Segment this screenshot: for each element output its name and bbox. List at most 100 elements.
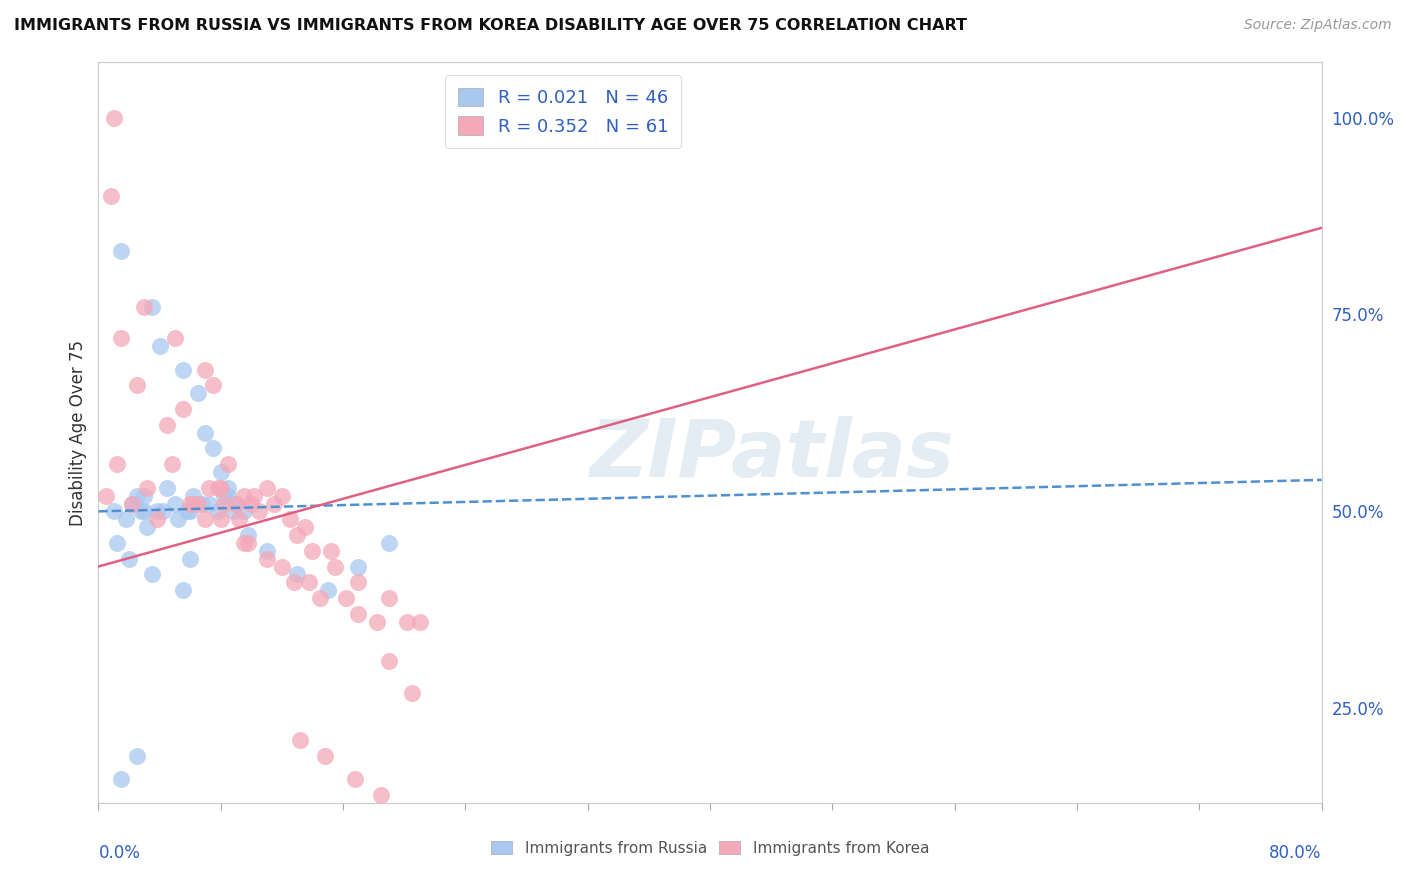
- Point: [121, 496, 143, 510]
- Point: [217, 489, 239, 503]
- Text: Source: ZipAtlas.com: Source: ZipAtlas.com: [1244, 18, 1392, 32]
- Point: [136, 481, 159, 495]
- Point: [256, 551, 278, 566]
- Point: [110, 331, 132, 345]
- Point: [194, 512, 217, 526]
- Point: [325, 559, 347, 574]
- Point: [225, 496, 247, 510]
- Point: [145, 504, 167, 518]
- Point: [194, 362, 217, 376]
- Point: [285, 567, 308, 582]
- Point: [401, 685, 423, 699]
- Point: [247, 504, 270, 518]
- Text: IMMIGRANTS FROM RUSSIA VS IMMIGRANTS FROM KOREA DISABILITY AGE OVER 75 CORRELATI: IMMIGRANTS FROM RUSSIA VS IMMIGRANTS FRO…: [14, 18, 967, 33]
- Point: [129, 504, 152, 518]
- Point: [125, 378, 148, 392]
- Point: [335, 591, 357, 605]
- Point: [396, 615, 419, 629]
- Point: [100, 189, 122, 203]
- Point: [225, 496, 247, 510]
- Point: [290, 732, 312, 747]
- Point: [172, 583, 194, 598]
- Point: [238, 536, 260, 550]
- Point: [309, 591, 332, 605]
- Point: [121, 496, 143, 510]
- Text: 0.0%: 0.0%: [98, 844, 141, 862]
- Point: [256, 543, 278, 558]
- Point: [125, 489, 148, 503]
- Point: [172, 402, 194, 417]
- Point: [378, 654, 401, 668]
- Point: [156, 481, 179, 495]
- Point: [141, 300, 163, 314]
- Point: [118, 551, 141, 566]
- Point: [347, 607, 370, 621]
- Point: [222, 504, 245, 518]
- Point: [207, 504, 229, 518]
- Point: [179, 504, 201, 518]
- Point: [136, 520, 159, 534]
- Point: [301, 543, 323, 558]
- Point: [187, 496, 209, 510]
- Point: [145, 512, 167, 526]
- Point: [228, 512, 250, 526]
- Point: [209, 465, 232, 479]
- Point: [212, 489, 235, 503]
- Point: [370, 788, 392, 802]
- Point: [344, 772, 367, 787]
- Point: [209, 481, 232, 495]
- Point: [202, 378, 225, 392]
- Point: [125, 748, 148, 763]
- Point: [243, 489, 266, 503]
- Point: [181, 489, 204, 503]
- Point: [110, 244, 132, 259]
- Point: [240, 496, 263, 510]
- Point: [212, 496, 235, 510]
- Point: [149, 339, 172, 353]
- Point: [294, 520, 316, 534]
- Point: [202, 442, 225, 456]
- Point: [194, 425, 217, 440]
- Legend: Immigrants from Russia, Immigrants from Korea: Immigrants from Russia, Immigrants from …: [485, 835, 935, 862]
- Point: [197, 496, 219, 510]
- Point: [105, 457, 128, 471]
- Point: [163, 331, 186, 345]
- Point: [179, 496, 201, 510]
- Point: [217, 481, 239, 495]
- Point: [217, 457, 239, 471]
- Point: [256, 481, 278, 495]
- Point: [232, 536, 254, 550]
- Point: [187, 386, 209, 401]
- Point: [209, 512, 232, 526]
- Point: [347, 559, 370, 574]
- Point: [172, 362, 194, 376]
- Point: [191, 496, 214, 510]
- Point: [197, 481, 219, 495]
- Point: [366, 615, 388, 629]
- Point: [347, 575, 370, 590]
- Point: [238, 528, 260, 542]
- Point: [285, 528, 308, 542]
- Point: [152, 504, 174, 518]
- Point: [141, 567, 163, 582]
- Text: 80.0%: 80.0%: [1270, 844, 1322, 862]
- Point: [115, 512, 138, 526]
- Point: [181, 496, 204, 510]
- Point: [232, 489, 254, 503]
- Point: [263, 496, 285, 510]
- Point: [110, 772, 132, 787]
- Point: [103, 111, 125, 125]
- Point: [298, 575, 321, 590]
- Point: [378, 591, 401, 605]
- Point: [319, 543, 342, 558]
- Point: [408, 615, 430, 629]
- Point: [314, 748, 336, 763]
- Point: [134, 504, 156, 518]
- Point: [270, 559, 294, 574]
- Point: [232, 504, 254, 518]
- Y-axis label: Disability Age Over 75: Disability Age Over 75: [69, 340, 87, 525]
- Point: [94, 489, 117, 503]
- Point: [207, 481, 229, 495]
- Text: ZIPatlas: ZIPatlas: [589, 416, 953, 494]
- Point: [179, 551, 201, 566]
